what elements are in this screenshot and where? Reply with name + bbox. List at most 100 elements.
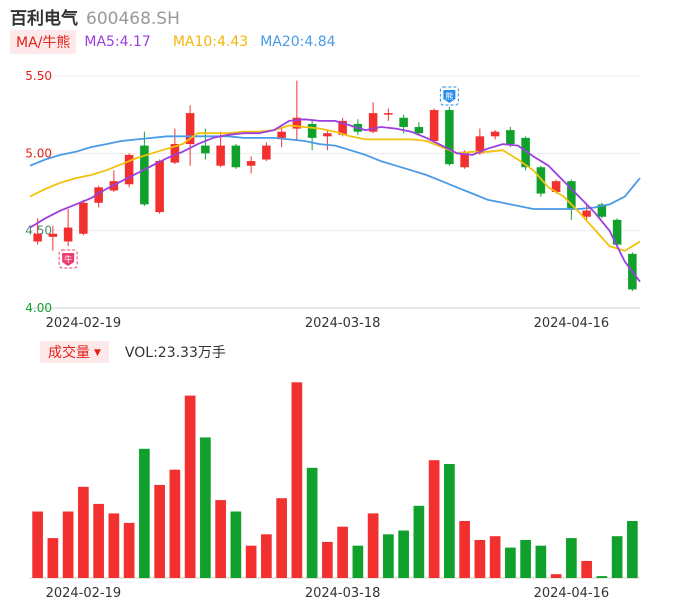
volume-bar <box>413 505 425 578</box>
volume-bar <box>535 545 547 578</box>
marker-frame <box>439 86 459 106</box>
volume-x-tick-label: 2024-02-19 <box>46 586 122 601</box>
candle-body <box>201 145 210 154</box>
candle <box>63 209 73 247</box>
candle-body <box>460 151 469 168</box>
volume-bar <box>47 538 59 578</box>
volume-bar <box>352 545 364 578</box>
y-tick-label: 5.50 <box>25 69 52 83</box>
volume-bar <box>367 513 379 578</box>
stock-name: 百利电气 <box>10 9 78 29</box>
ma5-line <box>29 118 641 283</box>
candle <box>475 128 485 155</box>
candle-body <box>94 187 103 203</box>
volume-bar <box>444 464 455 578</box>
candle <box>94 185 103 208</box>
caret-down-icon: ▼ <box>94 348 101 358</box>
candle <box>124 153 134 188</box>
candle <box>246 156 256 174</box>
candle-body <box>307 123 317 138</box>
candle-body <box>567 181 576 210</box>
candle-body <box>368 113 378 132</box>
volume-bar <box>215 500 226 578</box>
volume-bar <box>505 547 516 578</box>
x-tick-label: 2024-03-18 <box>305 316 381 331</box>
candle <box>231 144 241 169</box>
volume-bar <box>200 437 211 578</box>
candle-body <box>445 110 454 165</box>
volume-bar <box>245 545 257 578</box>
ma20-line <box>29 135 641 210</box>
volume-bar <box>169 469 181 578</box>
candle-body <box>79 202 88 234</box>
candle-body <box>551 181 561 192</box>
volume-bar <box>62 511 74 578</box>
volume-indicator-button[interactable]: 成交量 ▼ <box>40 341 109 363</box>
candle <box>155 159 164 214</box>
stock-code: 600468.SH <box>86 9 180 29</box>
volume-bar <box>550 574 562 578</box>
volume-value: VOL:23.33万手 <box>124 345 226 361</box>
candle-body <box>338 120 347 135</box>
candle <box>414 122 424 135</box>
volume-bar <box>184 395 196 578</box>
ma-toggle-button[interactable]: MA/牛熊 <box>10 30 77 54</box>
bear-marker-icon: 熊 <box>439 86 459 106</box>
volume-bar <box>261 534 272 578</box>
ma-legend: MA/牛熊 MA5:4.17 MA10:4.43 MA20:4.84 <box>10 30 336 54</box>
candle-body <box>246 161 256 166</box>
volume-bar <box>123 522 135 578</box>
x-tick-label: 2024-02-19 <box>46 316 122 331</box>
candle <box>216 131 225 168</box>
candle <box>445 106 454 166</box>
shield-icon <box>443 90 456 103</box>
candle-body <box>231 145 241 168</box>
volume-bar <box>32 511 43 578</box>
candle-body <box>414 127 424 134</box>
marker-frame <box>58 249 78 269</box>
volume-bar <box>596 576 608 578</box>
volume-x-tick-label: 2024-04-16 <box>534 586 610 601</box>
volume-bar <box>291 382 303 578</box>
volume-bar <box>306 467 318 578</box>
volume-bar <box>383 534 394 578</box>
candle <box>292 80 302 140</box>
candle-body <box>262 145 271 160</box>
marker-text: 牛 <box>64 254 72 264</box>
candle <box>48 226 58 251</box>
candle-body <box>399 117 408 128</box>
candle-body <box>475 136 485 154</box>
stock-header: 百利电气 600468.SH <box>10 4 180 29</box>
candle-body <box>185 113 195 145</box>
candle-body <box>155 161 164 213</box>
candle <box>490 130 500 140</box>
ma5-label: MA5:4.17 <box>84 34 151 50</box>
candle-body <box>490 131 500 137</box>
ma10-label: MA10:4.43 <box>172 34 249 50</box>
volume-bar <box>337 526 348 578</box>
candle-body <box>33 233 42 242</box>
candle-body <box>597 204 607 217</box>
volume-bar <box>627 521 638 578</box>
volume-bar <box>459 521 470 578</box>
volume-bar <box>489 536 501 578</box>
volume-bar <box>230 511 242 578</box>
candle-body <box>292 117 302 129</box>
volume-bar <box>398 530 409 578</box>
candle <box>612 218 622 248</box>
candle-body <box>582 210 591 217</box>
candle <box>307 119 317 151</box>
candle <box>582 204 591 220</box>
candle <box>323 130 332 151</box>
candle-body <box>277 131 286 138</box>
candle-body <box>323 133 332 137</box>
volume-bar <box>276 498 287 578</box>
volume-bar <box>566 538 577 578</box>
ma10-line <box>29 124 641 252</box>
volume-x-tick-label: 2024-03-18 <box>305 586 381 601</box>
y-tick-label: 5.00 <box>25 146 52 160</box>
candle <box>262 142 271 162</box>
volume-bar <box>322 541 333 578</box>
volume-indicator-label: 成交量 <box>48 345 90 361</box>
